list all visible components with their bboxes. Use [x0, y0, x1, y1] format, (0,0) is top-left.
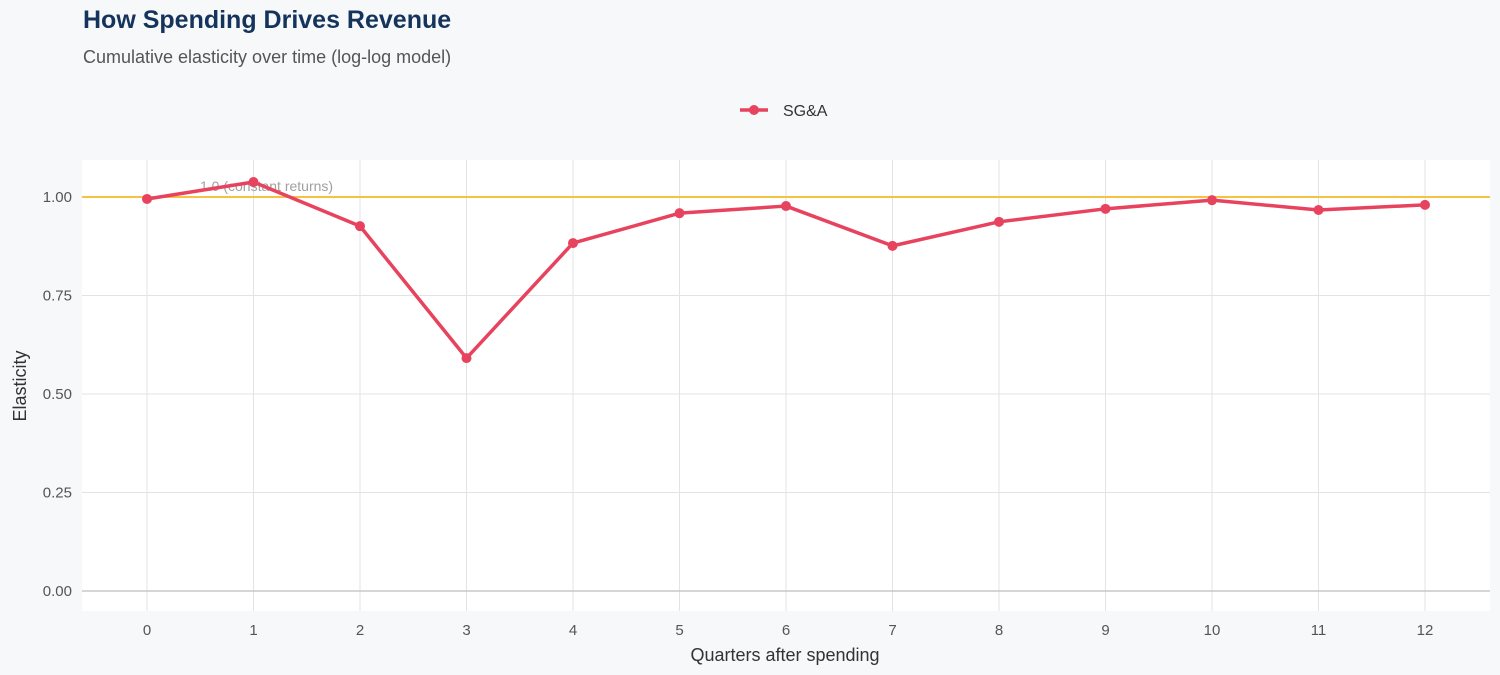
- data-point: [1100, 203, 1111, 214]
- y-tick-label: 0.25: [43, 485, 72, 502]
- x-tick-label: 7: [888, 622, 896, 639]
- x-tick-label: 8: [995, 622, 1003, 639]
- legend-label: SG&A: [783, 103, 828, 120]
- data-point: [994, 216, 1004, 227]
- x-tick-label: 3: [462, 622, 470, 639]
- data-point: [1420, 199, 1430, 210]
- legend-point-swatch: [749, 105, 759, 115]
- x-tick-label: 5: [675, 622, 683, 639]
- x-tick-label: 2: [356, 622, 364, 639]
- data-point: [568, 238, 578, 249]
- data-point: [355, 221, 365, 232]
- data-point: [461, 353, 472, 364]
- legend: SG&A: [740, 103, 828, 120]
- data-point: [781, 201, 791, 212]
- y-axis-label: Elasticity: [10, 350, 30, 421]
- data-point: [1207, 195, 1217, 206]
- x-tick-label: 0: [143, 622, 151, 639]
- data-point: [1313, 205, 1324, 216]
- y-tick-label: 0.50: [43, 386, 72, 403]
- data-point: [142, 193, 152, 204]
- x-tick-label: 1: [249, 622, 257, 639]
- x-tick-label: 6: [782, 622, 790, 639]
- chart-subtitle: Cumulative elasticity over time (log-log…: [83, 47, 452, 67]
- data-point: [248, 177, 259, 188]
- y-tick-label: 0.75: [43, 288, 72, 305]
- x-tick-label: 11: [1311, 622, 1327, 639]
- y-tick-label: 1.00: [43, 189, 72, 206]
- x-axis-label: Quarters after spending: [690, 645, 879, 665]
- chart-title: How Spending Drives Revenue: [83, 6, 452, 34]
- x-tick-label: 12: [1417, 622, 1434, 639]
- y-tick-label: 0.00: [43, 583, 72, 600]
- x-tick-label: 10: [1204, 622, 1221, 639]
- data-point: [887, 240, 898, 251]
- x-tick-label: 9: [1101, 622, 1109, 639]
- x-tick-label: 4: [569, 622, 577, 639]
- data-point: [674, 208, 685, 219]
